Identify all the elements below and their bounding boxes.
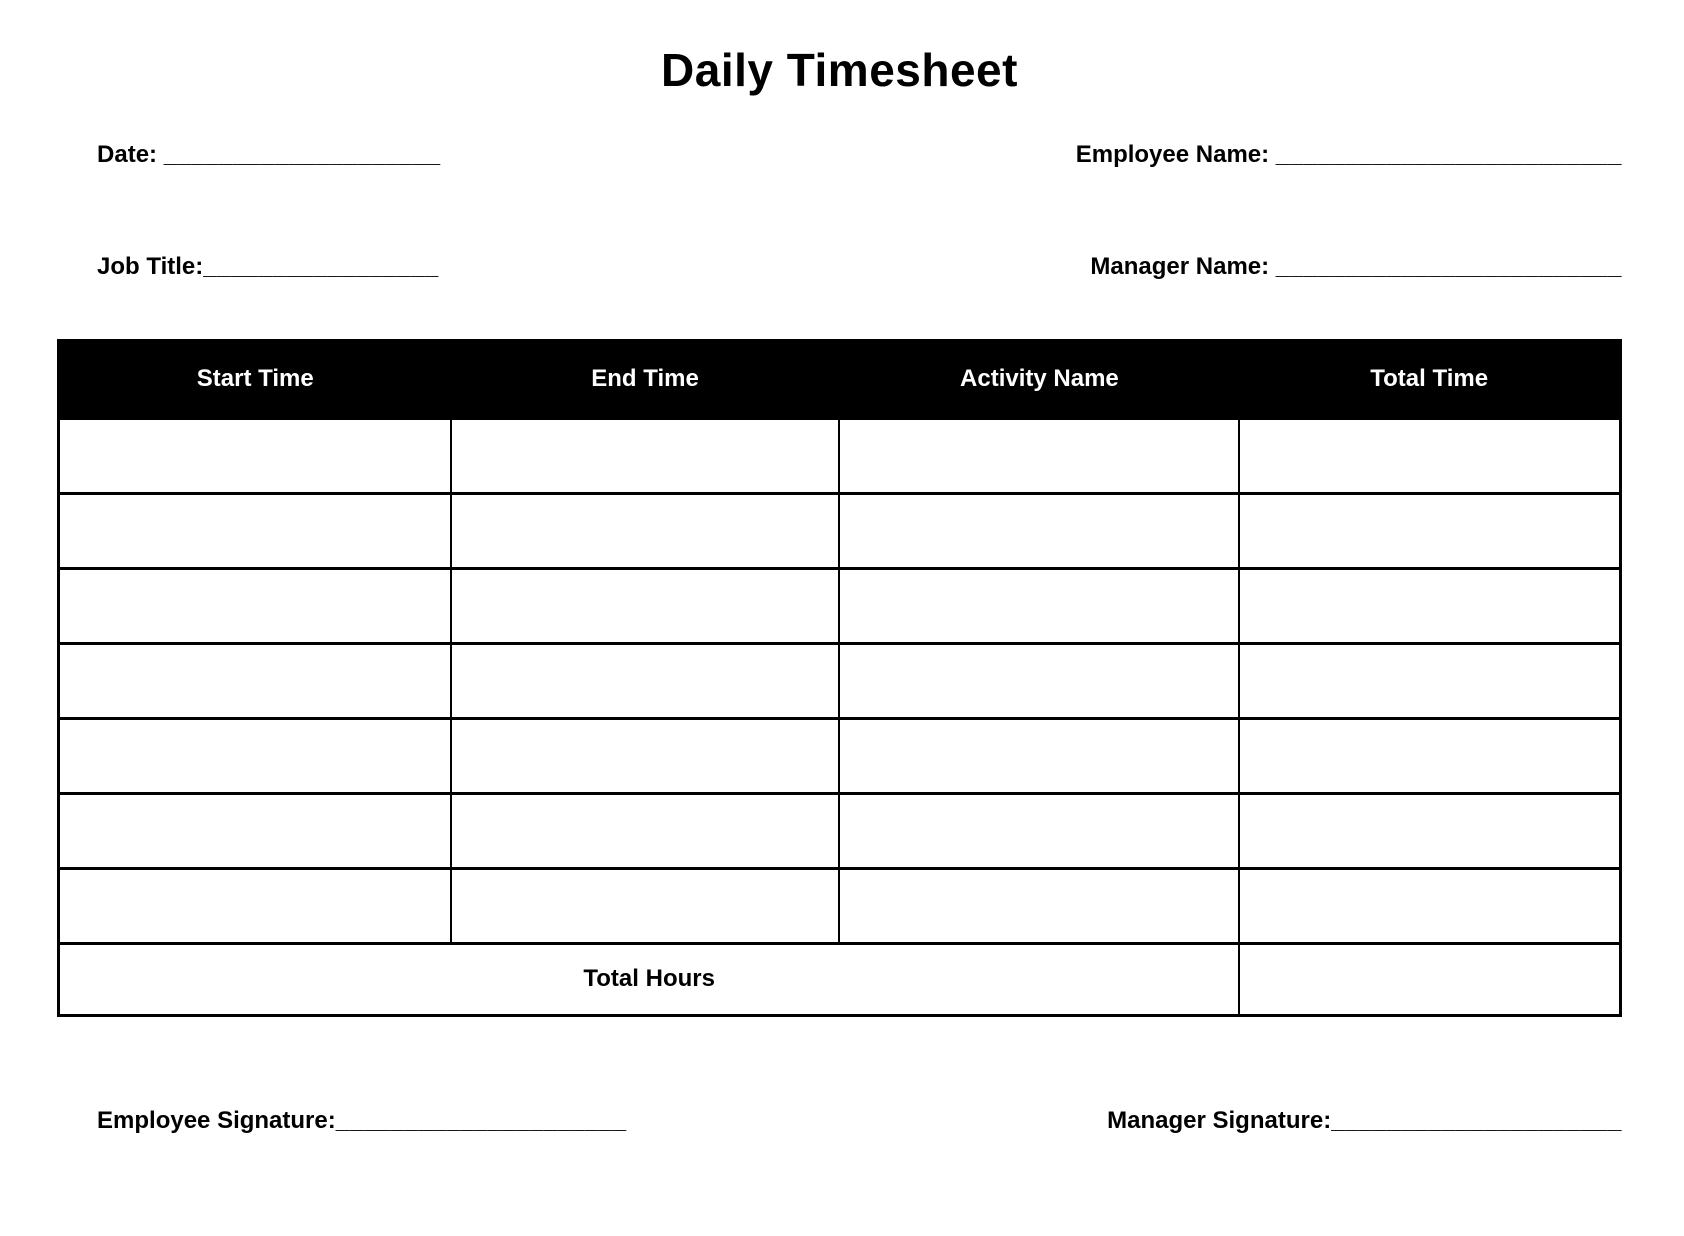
- manager-name-label: Manager Name:: [1090, 252, 1276, 280]
- table-row: [56, 716, 1623, 795]
- timesheet-cell[interactable]: [449, 716, 841, 795]
- column-header-total-time: Total Time: [1239, 340, 1621, 419]
- timesheet-cell[interactable]: [449, 491, 841, 570]
- timesheet-cell[interactable]: [1238, 566, 1623, 645]
- table-row: [56, 491, 1623, 570]
- timesheet-cell[interactable]: [1238, 866, 1623, 945]
- employee-name-label: Employee Name:: [1075, 140, 1276, 168]
- job-title-blank-line[interactable]: _________________: [203, 252, 439, 280]
- timesheet-cell[interactable]: [1238, 491, 1623, 570]
- timesheet-page: Daily Timesheet Date: __________________…: [0, 44, 1684, 1236]
- timesheet-cell[interactable]: [1238, 641, 1623, 720]
- signature-row: Employee Signature:_____________________…: [57, 1079, 1622, 1163]
- meta-row-top: Date: ____________________ Employee Name…: [57, 113, 1622, 197]
- column-header-activity-name: Activity Name: [839, 340, 1240, 419]
- timesheet-cell[interactable]: [838, 416, 1241, 495]
- timesheet-cell[interactable]: [449, 791, 841, 870]
- field-job-title: Job Title:_________________: [57, 225, 439, 309]
- column-header-end-time: End Time: [450, 340, 840, 419]
- employee-signature-label: Employee Signature:: [97, 1106, 336, 1134]
- timesheet-cell[interactable]: [449, 866, 841, 945]
- timesheet-cell[interactable]: [56, 416, 452, 495]
- timesheet-cell[interactable]: [56, 866, 452, 945]
- timesheet-table: Start Time End Time Activity Name Total …: [56, 338, 1623, 1017]
- timesheet-cell[interactable]: [449, 641, 841, 720]
- timesheet-cell[interactable]: [1238, 716, 1623, 795]
- employee-signature-blank-line[interactable]: _____________________: [335, 1106, 627, 1134]
- date-blank-line[interactable]: ____________________: [163, 140, 441, 168]
- timesheet-cell[interactable]: [1238, 791, 1623, 870]
- date-label: Date:: [97, 140, 164, 168]
- table-row: [56, 416, 1623, 495]
- employee-name-blank-line[interactable]: _________________________: [1275, 140, 1622, 168]
- total-hours-row: Total Hours: [57, 941, 1623, 1017]
- timesheet-cell[interactable]: [838, 491, 1241, 570]
- field-manager-name: Manager Name: _________________________: [1050, 225, 1622, 309]
- job-title-label: Job Title:: [97, 252, 204, 280]
- timesheet-cell[interactable]: [838, 791, 1241, 870]
- timesheet-body: [56, 416, 1623, 945]
- timesheet-cell[interactable]: [838, 641, 1241, 720]
- timesheet-cell[interactable]: [838, 716, 1241, 795]
- timesheet-cell[interactable]: [56, 716, 452, 795]
- table-row: [56, 641, 1623, 720]
- manager-signature-label: Manager Signature:: [1107, 1106, 1332, 1134]
- manager-signature-blank-line[interactable]: _____________________: [1331, 1106, 1622, 1134]
- timesheet-cell[interactable]: [56, 791, 452, 870]
- table-row: [56, 866, 1623, 945]
- meta-row-bottom: Job Title:_________________ Manager Name…: [57, 225, 1622, 309]
- timesheet-footer: Total Hours: [57, 941, 1623, 1017]
- timesheet-header: Start Time End Time Activity Name Total …: [58, 340, 1621, 419]
- timesheet-cell[interactable]: [56, 641, 452, 720]
- header-row: Start Time End Time Activity Name Total …: [58, 340, 1621, 419]
- timesheet-cell[interactable]: [838, 566, 1241, 645]
- field-date: Date: ____________________: [57, 113, 441, 197]
- table-row: [56, 566, 1623, 645]
- column-header-start-time: Start Time: [58, 340, 451, 419]
- manager-signature-field: Manager Signature:_____________________: [1067, 1079, 1622, 1163]
- employee-signature-field: Employee Signature:_____________________: [57, 1079, 627, 1163]
- table-row: [56, 791, 1623, 870]
- timesheet-cell[interactable]: [56, 491, 452, 570]
- page-title: Daily Timesheet: [661, 44, 1018, 96]
- total-hours-label: Total Hours: [57, 941, 1241, 1017]
- timesheet-cell[interactable]: [449, 566, 841, 645]
- timesheet-cell[interactable]: [56, 566, 452, 645]
- field-employee-name: Employee Name: _________________________: [1036, 113, 1622, 197]
- manager-name-blank-line[interactable]: _________________________: [1275, 252, 1622, 280]
- timesheet-cell[interactable]: [838, 866, 1241, 945]
- total-hours-value-cell[interactable]: [1238, 941, 1623, 1017]
- timesheet-cell[interactable]: [1238, 416, 1623, 495]
- timesheet-cell[interactable]: [449, 416, 841, 495]
